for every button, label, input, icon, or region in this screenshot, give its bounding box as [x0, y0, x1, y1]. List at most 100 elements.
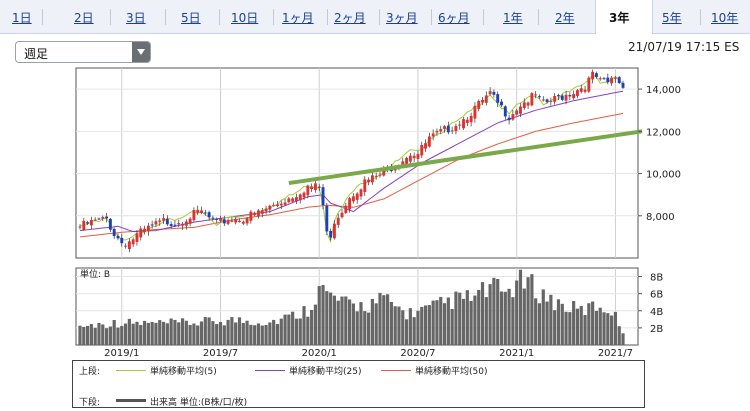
- tab-6m[interactable]: 6ヶ月: [438, 11, 470, 25]
- volume-bar: [249, 324, 253, 345]
- candle-up: [484, 95, 488, 103]
- candle-up: [412, 155, 416, 159]
- tab-divider: [379, 9, 380, 25]
- candle-up: [370, 175, 374, 183]
- volume-bar: [465, 290, 469, 345]
- volume-bar: [374, 303, 378, 345]
- x-ticks: 2019/1 2019/7 2020/1 2020/7 2021/1 2021/7: [104, 348, 633, 359]
- volume-bar: [184, 320, 188, 345]
- candle-down: [568, 95, 572, 97]
- period-select[interactable]: 週足: [15, 41, 151, 63]
- tab-1y[interactable]: 1年: [503, 11, 523, 25]
- volume-bar: [135, 321, 139, 345]
- tab-3y[interactable]: 3年: [609, 11, 630, 25]
- volume-bar: [518, 269, 523, 345]
- active-tab-background: [595, 0, 653, 34]
- volume-bar: [355, 311, 359, 345]
- tab-2m[interactable]: 2ヶ月: [334, 11, 366, 25]
- tab-divider: [327, 9, 328, 25]
- candle-up: [181, 223, 184, 226]
- candle-down: [317, 186, 321, 188]
- volume-bar: [332, 295, 337, 345]
- volume-bar: [492, 277, 496, 345]
- candle-up: [587, 77, 591, 92]
- candle-up: [310, 186, 314, 190]
- candle-up: [598, 78, 602, 80]
- candle-up: [515, 110, 519, 115]
- candle-up: [230, 220, 234, 222]
- volume-bar: [488, 284, 492, 345]
- tab-1m[interactable]: 1ヶ月: [282, 11, 314, 25]
- candle-up: [420, 144, 424, 156]
- volume-bar: [499, 291, 504, 345]
- legend-lower-label: 下段:: [79, 398, 101, 408]
- candle-down: [500, 101, 503, 106]
- volume-bar: [556, 299, 561, 345]
- volume-bar: [423, 305, 428, 345]
- volume-tick-label: 8B: [650, 273, 663, 284]
- candle-up: [200, 210, 203, 214]
- candle-down: [105, 216, 109, 219]
- y-tick-label: 8,000: [646, 212, 675, 223]
- candle-up: [336, 217, 340, 225]
- tab-divider: [431, 9, 432, 25]
- volume-bar: [78, 325, 82, 345]
- candle-up: [458, 124, 462, 126]
- tab-divider: [273, 9, 274, 25]
- volume-bar: [537, 303, 542, 345]
- x-tick-label: 2019/1: [104, 348, 139, 359]
- tab-10y[interactable]: 10年: [711, 11, 739, 25]
- candle-down: [120, 237, 124, 244]
- volume-bar: [454, 291, 458, 345]
- candle-down: [446, 125, 450, 133]
- candle-up: [488, 91, 492, 95]
- volume-bar: [146, 322, 150, 345]
- volume-bar: [507, 288, 511, 345]
- legend-ma5-swatch: [116, 370, 146, 371]
- volume-bar: [283, 314, 287, 345]
- volume-bar: [575, 308, 580, 345]
- candle-up: [219, 218, 222, 221]
- candle-up: [184, 221, 188, 226]
- volume-bar: [344, 296, 348, 345]
- volume-bar: [302, 306, 306, 345]
- dropdown-button[interactable]: [132, 42, 150, 62]
- tab-2d[interactable]: 2日: [74, 11, 94, 25]
- candle-down: [321, 187, 325, 206]
- volume-bar: [226, 319, 230, 345]
- tab-3m[interactable]: 3ヶ月: [386, 11, 418, 25]
- candle-up: [332, 223, 336, 239]
- tab-10d[interactable]: 10日: [231, 11, 259, 25]
- volume-bar: [108, 326, 112, 345]
- volume-bar: [442, 303, 447, 345]
- chevron-down-icon: [137, 49, 145, 55]
- volume-bar: [351, 303, 356, 345]
- volume-bar: [389, 301, 393, 345]
- volume-bar: [420, 306, 424, 345]
- tab-5y[interactable]: 5年: [662, 11, 682, 25]
- candle-down: [503, 106, 507, 117]
- volume-bar: [222, 325, 226, 345]
- candle-up: [576, 90, 579, 96]
- tab-3d[interactable]: 3日: [126, 11, 146, 25]
- candle-up: [295, 197, 298, 202]
- volume-bar: [123, 323, 128, 345]
- volume-bar: [401, 310, 405, 345]
- tab-divider: [165, 9, 166, 25]
- candle-down: [86, 222, 90, 224]
- tab-1d[interactable]: 1日: [12, 11, 32, 25]
- volume-bar: [416, 310, 420, 345]
- candle-up: [355, 193, 359, 200]
- volume-bar: [237, 317, 242, 345]
- volume-bar: [127, 318, 131, 345]
- tab-2y[interactable]: 2年: [555, 11, 575, 25]
- legend-volume-swatch: [116, 399, 146, 402]
- candle-up: [481, 100, 484, 103]
- tab-5d[interactable]: 5日: [181, 11, 201, 25]
- volume-bar: [264, 324, 268, 345]
- volume-bar: [530, 274, 534, 345]
- candle-up: [454, 125, 458, 132]
- candle-up: [93, 219, 97, 221]
- candle-up: [268, 205, 272, 210]
- volume-bar: [253, 325, 257, 345]
